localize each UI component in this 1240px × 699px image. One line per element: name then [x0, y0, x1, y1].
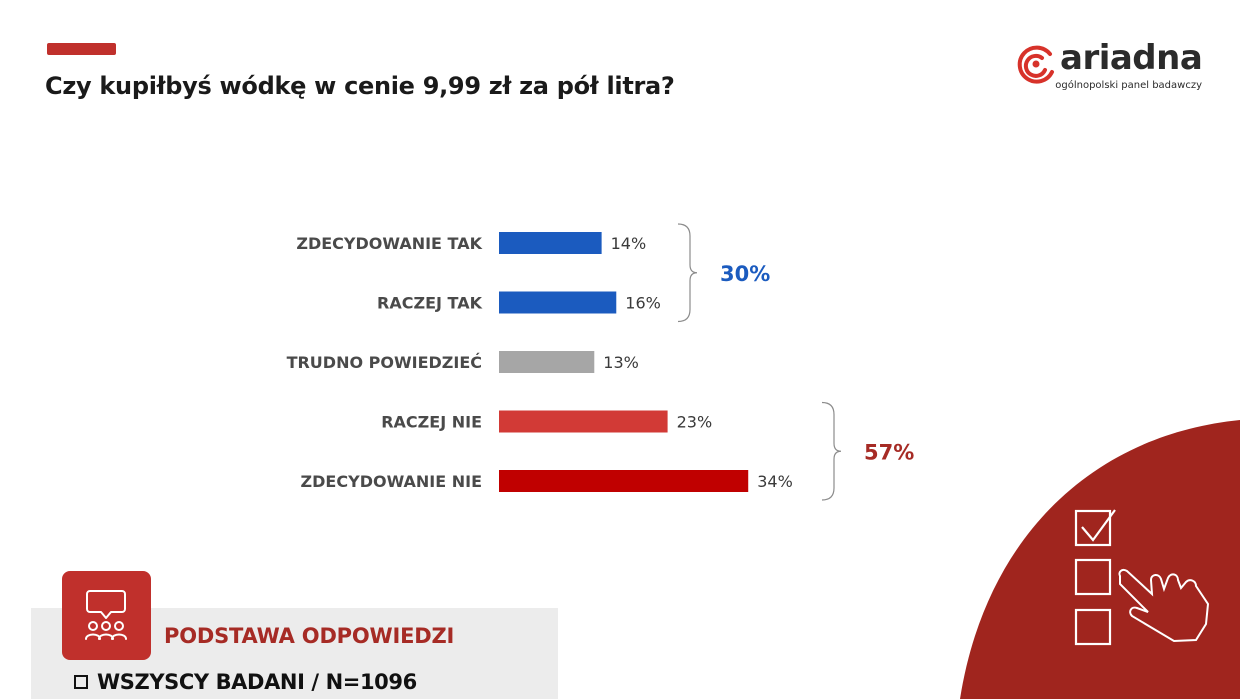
bar-chart: ZDECYDOWANIE TAK 14% RACZEJ TAK 16% TRUDNO P…: [287, 223, 914, 501]
base-item: WSZYSCY BADANI / N=1096: [74, 670, 417, 694]
bar: [499, 291, 617, 314]
value-label: 13%: [603, 353, 639, 372]
bar: [499, 470, 749, 492]
logo-subtitle: ogólnopolski panel badawczy: [1055, 80, 1202, 91]
base-title: PODSTAWA ODPOWIEDZI: [164, 624, 455, 648]
category-label: TRUDNO POWIEDZIEĆ: [287, 353, 482, 372]
checklist-hand-icon: [1074, 509, 1210, 646]
category-label: ZDECYDOWANIE NIE: [301, 472, 482, 491]
bar: [499, 410, 668, 433]
group-brace: [821, 401, 842, 501]
bar: [499, 351, 595, 373]
checkbox-icon: [74, 675, 88, 689]
ariadna-spiral-icon: [1017, 45, 1054, 84]
logo-wordmark: ariadna: [1060, 38, 1203, 78]
base-item-label: WSZYSCY BADANI / N=1096: [97, 670, 417, 694]
discussion-group-icon: [85, 590, 127, 640]
group-brace: [677, 223, 698, 323]
bar: [499, 232, 602, 254]
category-label: ZDECYDOWANIE TAK: [296, 234, 482, 253]
value-label: 23%: [677, 413, 713, 432]
category-label: RACZEJ TAK: [377, 294, 483, 313]
value-label: 16%: [625, 294, 661, 313]
base-icon-box: [62, 571, 151, 660]
page-title: Czy kupiłbyś wódkę w cenie 9,99 zł za pó…: [45, 72, 675, 100]
value-label: 14%: [611, 234, 647, 253]
group-total-label: 30%: [720, 262, 770, 286]
value-label: 34%: [757, 472, 793, 491]
header-accent-bar: [47, 43, 116, 55]
category-label: RACZEJ NIE: [381, 413, 482, 432]
group-total-label: 57%: [864, 440, 914, 464]
ariadna-logo: ariadna ogólnopolski panel badawczy: [1014, 38, 1214, 100]
